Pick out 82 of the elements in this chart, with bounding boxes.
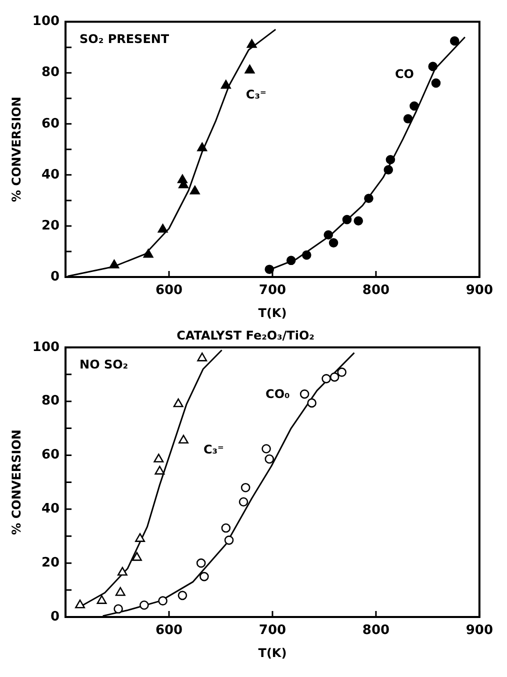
series-label: C₃⁼ [203, 442, 224, 457]
point [173, 398, 184, 408]
point [115, 587, 126, 596]
point [143, 248, 154, 258]
y-tick-label: 60 [41, 116, 60, 132]
annotation: SO₂ PRESENT [80, 32, 170, 46]
x-axis-title: T(K) [258, 646, 287, 660]
point [244, 64, 255, 74]
series-label: C₃⁼ [246, 88, 266, 102]
point [428, 62, 438, 72]
point [286, 256, 296, 266]
y-axis-title: % CONVERSION [9, 430, 24, 535]
chart-title: CATALYST Fe₂O₃/TiO₂ [176, 328, 314, 342]
point [324, 230, 334, 240]
y-tick-label: 0 [50, 609, 60, 624]
point [109, 260, 120, 268]
point [386, 154, 396, 164]
point [337, 368, 346, 377]
point [158, 224, 168, 233]
point [264, 264, 274, 274]
x-tick-label: 600 [155, 623, 183, 638]
x-tick-label: 900 [466, 283, 493, 298]
point [154, 466, 165, 475]
annotation: NO SO₂ [80, 358, 128, 372]
point [403, 114, 413, 124]
x-tick-label: 700 [258, 623, 286, 638]
x-tick-label: 800 [362, 623, 390, 638]
series-label: CO [394, 67, 414, 82]
point [262, 444, 271, 454]
point [117, 566, 128, 576]
point [96, 595, 107, 604]
y-tick-label: 60 [41, 448, 60, 463]
point [410, 101, 419, 111]
x-tick-label: 900 [466, 623, 493, 638]
y-tick-label: 40 [41, 167, 60, 182]
point [140, 600, 149, 610]
y-tick-label: 80 [41, 394, 60, 409]
point [200, 572, 209, 582]
point [300, 389, 310, 399]
point [364, 194, 374, 204]
point [224, 536, 234, 545]
point [328, 238, 338, 248]
y-tick-label: 80 [41, 65, 60, 80]
point [196, 558, 206, 568]
x-tick-label: 600 [155, 283, 183, 298]
point [132, 552, 142, 561]
point [431, 78, 441, 88]
point [114, 604, 123, 614]
point [221, 523, 231, 533]
y-tick-label: 100 [32, 14, 60, 30]
point [450, 36, 460, 46]
point [354, 216, 364, 226]
point [240, 482, 250, 492]
x-tick-label: 800 [362, 283, 390, 298]
point [307, 398, 316, 408]
point [342, 214, 352, 224]
point [264, 454, 274, 464]
point [178, 590, 188, 600]
point [197, 352, 208, 362]
y-tick-label: 0 [50, 269, 60, 284]
y-tick-label: 20 [41, 218, 60, 234]
x-tick-label: 700 [258, 283, 286, 298]
point [384, 165, 394, 174]
y-tick-label: 40 [41, 502, 60, 517]
point [178, 434, 188, 444]
point [197, 142, 208, 152]
point [330, 372, 340, 382]
x-axis-title: T(K) [258, 306, 287, 320]
y-tick-label: 20 [41, 555, 60, 570]
point [302, 250, 312, 260]
point [75, 599, 86, 608]
point [246, 39, 257, 48]
y-axis-title: % CONVERSION [9, 96, 24, 202]
point [154, 454, 164, 462]
point [238, 497, 248, 507]
point [158, 596, 168, 606]
point [190, 186, 200, 194]
point [322, 374, 331, 384]
series-label: CO₀ [266, 387, 290, 402]
point [220, 80, 231, 89]
point [135, 533, 146, 542]
y-tick-label: 100 [32, 340, 60, 355]
